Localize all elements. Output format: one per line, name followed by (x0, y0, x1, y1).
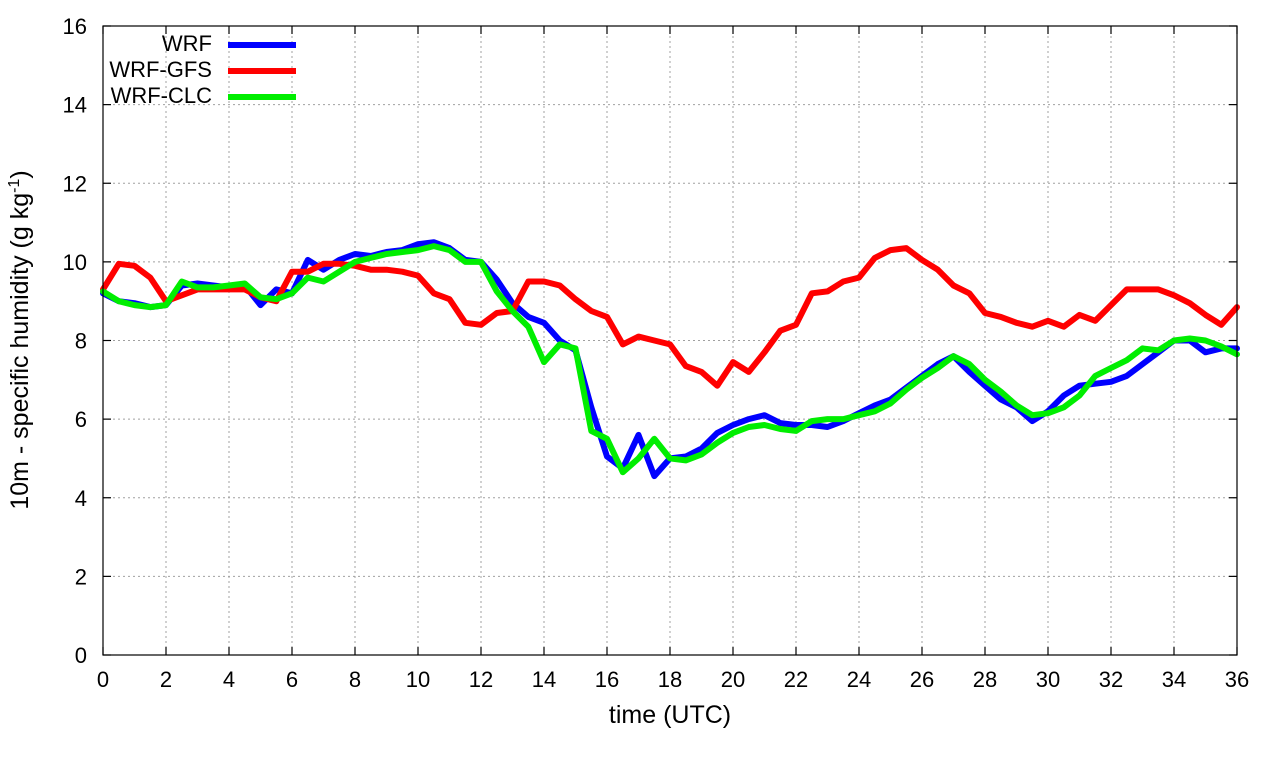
y-tick-label: 8 (75, 329, 87, 354)
x-tick-label: 30 (1036, 667, 1060, 692)
y-tick-label: 2 (75, 564, 87, 589)
y-tick-label: 0 (75, 643, 87, 668)
x-tick-label: 16 (595, 667, 619, 692)
x-tick-label: 2 (160, 667, 172, 692)
legend: WRF WRF-GFS WRF-CLC (109, 31, 296, 108)
y-axis-title-sup: -1 (6, 179, 23, 193)
y-tick-label: 16 (63, 14, 87, 39)
x-tick-label: 8 (349, 667, 361, 692)
legend-label-wrf: WRF (162, 31, 212, 56)
y-axis-title-end: ) (6, 170, 34, 178)
x-tick-label: 32 (1099, 667, 1123, 692)
x-tick-label: 36 (1225, 667, 1249, 692)
x-tick-label: 12 (469, 667, 493, 692)
y-tick-label: 14 (63, 93, 87, 118)
y-tick-label: 6 (75, 407, 87, 432)
grid (103, 26, 1237, 655)
legend-label-wrf-gfs: WRF-GFS (109, 57, 212, 82)
x-tick-labels: 0 2 4 6 8 10 12 14 16 18 20 22 24 26 28 30 32 34 36 (97, 667, 1249, 692)
y-tick-labels: 0 2 4 6 8 10 12 14 16 (63, 14, 87, 668)
x-tick-label: 20 (721, 667, 745, 692)
x-axis-title: time (UTC) (609, 701, 731, 729)
ticks (102, 25, 1238, 656)
series-lines (100, 239, 1240, 480)
y-axis-title: 10m - specific humidity (g kg-1) (6, 170, 34, 509)
x-tick-label: 26 (910, 667, 934, 692)
x-tick-label: 0 (97, 667, 109, 692)
legend-label-wrf-clc: WRF-CLC (111, 83, 213, 108)
y-tick-label: 4 (75, 486, 87, 511)
x-tick-label: 10 (406, 667, 430, 692)
y-tick-label: 10 (63, 250, 87, 275)
y-axis-title-main: 10m - specific humidity (g kg (6, 193, 34, 510)
x-tick-label: 4 (223, 667, 235, 692)
x-tick-label: 24 (847, 667, 871, 692)
series-line-wrf-gfs (100, 245, 1240, 389)
x-tick-label: 14 (532, 667, 556, 692)
x-tick-label: 22 (784, 667, 808, 692)
x-tick-label: 34 (1162, 667, 1186, 692)
x-tick-label: 28 (973, 667, 997, 692)
x-tick-label: 6 (286, 667, 298, 692)
x-tick-label: 18 (658, 667, 682, 692)
y-tick-label: 12 (63, 171, 87, 196)
series-line-wrf-clc (100, 243, 1240, 476)
